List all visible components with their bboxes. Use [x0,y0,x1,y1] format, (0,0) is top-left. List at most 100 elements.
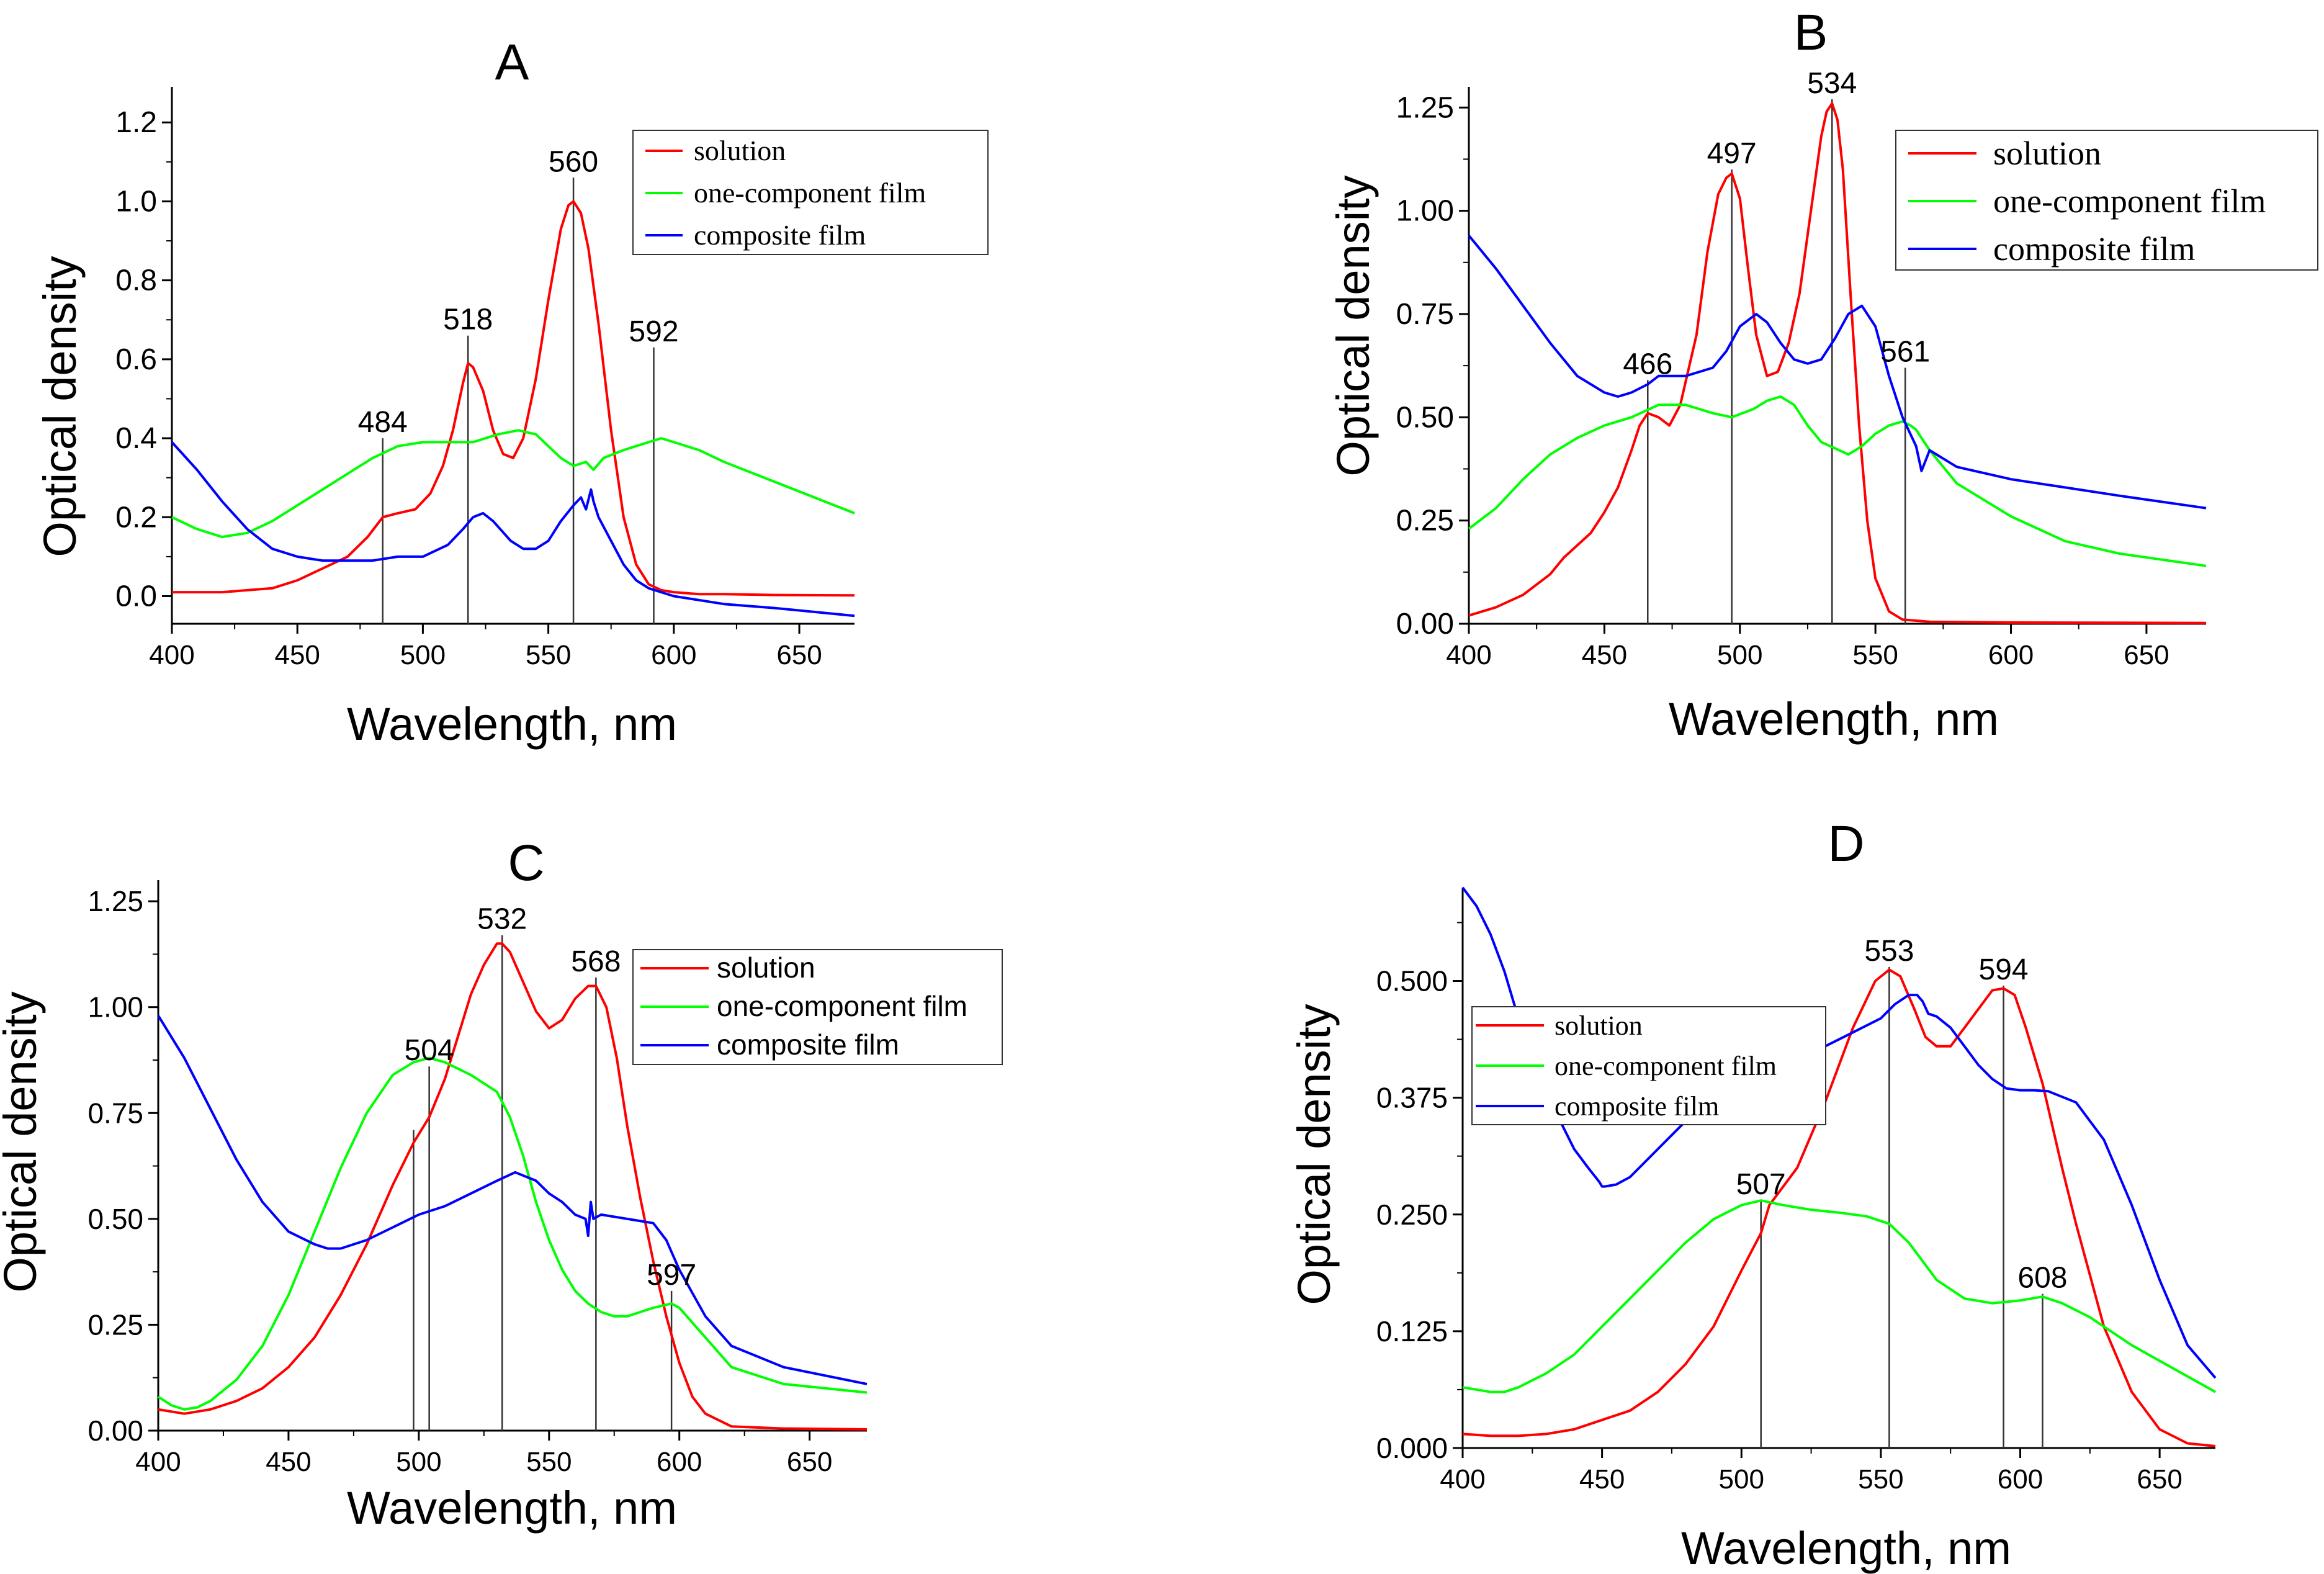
panel-d-y-axis-label: Optical density [1288,1004,1340,1305]
panel-c-y-tick-label: 1.25 [87,885,143,917]
panel-b-y-tick-label: 0.00 [1396,608,1454,641]
panel-b-y-axis-label: Optical density [1327,175,1379,476]
panel-c-x-tick-label: 550 [526,1447,572,1477]
panel-b-y-tick-label: 0.50 [1396,401,1454,434]
panel-a-peak-label-592: 592 [629,315,678,348]
panel-d-x-tick-label: 500 [1719,1464,1764,1495]
panel-d-peak-label-608: 608 [2017,1262,2067,1295]
panel-b-y-tick-label: 1.25 [1396,91,1454,124]
panel-c-x-tick-label: 400 [135,1447,181,1477]
panel-c-y-axis-label: Optical density [0,991,46,1292]
panel-a-x-tick-label: 600 [651,640,696,670]
panel-a-y-tick-label: 0.8 [115,264,157,297]
panel-c-x-axis-label: Wavelength, nm [347,1482,677,1534]
panel-d-peak-label-594: 594 [1979,953,2029,986]
panel-a-legend-label-composite-film: composite film [694,219,866,251]
panel-a-x-axis-label: Wavelength, nm [347,698,677,750]
panel-c-x-tick-label: 450 [266,1447,311,1477]
panel-d-x-tick-label: 550 [1858,1464,1903,1495]
panel-c-x-tick-label: 600 [657,1447,702,1477]
panel-c-y-tick-label: 0.25 [87,1308,143,1341]
panel-b-legend-label-one-component-film: one-component film [1993,182,2266,220]
panel-a-y-tick-label: 0.4 [115,422,157,455]
panel-d-x-tick-label: 650 [2137,1464,2182,1495]
panel-c-legend-label-one-component-film: one-component film [717,990,967,1022]
panel-d-x-tick-label: 450 [1579,1464,1625,1495]
panel-b-x-axis-label: Wavelength, nm [1669,693,1999,745]
panel-d-series-solution [1462,968,2216,1447]
panel-d-y-tick-label: 0.500 [1376,965,1448,997]
panel-c-legend-label-solution: solution [717,951,815,984]
panel-d-x-tick-label: 600 [1998,1464,2043,1495]
panel-c-x-tick-label: 650 [787,1447,832,1477]
panel-d-x-tick-label: 400 [1440,1464,1485,1495]
panel-d-series-composite-film [1461,886,2217,1379]
panel-c-series-one-component-film [157,1056,868,1411]
panel-a-x-tick-label: 550 [526,640,571,670]
panel-a-legend-box [632,130,989,255]
panel-b-peak-label-534: 534 [1807,67,1857,100]
panel-c-x-tick-label: 500 [396,1447,441,1477]
panel-a-series-solution [172,200,855,597]
panel-a-legend-label-solution: solution [694,135,786,166]
panel-a-series-one-component-film [171,429,855,539]
panel-c-series-composite-film [157,1015,868,1385]
panel-d-series-one-component-film [1462,1199,2216,1393]
panel-c-peak-label-597: 597 [647,1259,696,1292]
panel-c-plot: 400 450 500 550 600 650 0.00 0.25 0.50 0.75 1.00 1.… [87,880,868,1477]
panel-b-x-tick-label: 400 [1446,640,1491,670]
panel-b-series-solution [1468,102,2207,624]
panel-b-title: B [1794,4,1828,61]
panel-c-y-tick-label: 0.75 [87,1097,143,1129]
panel-a: A 400 450 500 550 600 650 0.0 0.2 0.4 0.6 0.8 1.0 1.… [34,34,989,750]
panel-d-y-tick-label: 0.125 [1376,1315,1448,1347]
panel-a-legend: solution one-component film composite fi… [632,130,989,255]
panel-c-legend-label-composite-film: composite film [717,1028,899,1061]
panel-d-legend-label-solution: solution [1555,1010,1643,1041]
panel-a-series-composite-film [171,441,855,618]
panel-a-plot: 400 450 500 550 600 650 0.0 0.2 0.4 0.6 0.8 1.0 1.2 4… [115,87,855,670]
panel-a-y-tick-label: 0.2 [115,501,157,534]
panel-b-y-tick-label: 0.25 [1396,505,1454,537]
panel-b-y-tick-label: 0.75 [1396,298,1454,331]
panel-a-x-tick-label: 400 [149,640,194,670]
panel-d-y-tick-label: 0.000 [1376,1432,1448,1464]
panel-a-y-tick-label: 1.0 [115,185,157,218]
panel-d-title: D [1828,816,1864,872]
panel-d-legend-label-one-component-film: one-component film [1555,1051,1777,1081]
panel-a-peak-label-560: 560 [549,145,598,178]
panel-c-y-tick-label: 1.00 [87,991,143,1023]
panel-a-title: A [495,34,529,91]
panel-d-y-tick-label: 0.375 [1376,1082,1448,1114]
panel-d-plot: 400 450 500 550 600 650 0.000 0.125 0.250 0.375 0.… [1376,886,2217,1495]
panel-c-peak-label-504: 504 [405,1034,454,1067]
panel-c-series-solution [158,942,868,1431]
panel-b-peak-label-466: 466 [1623,348,1672,380]
panel-d-y-tick-label: 0.250 [1376,1198,1448,1231]
panel-b-x-tick-label: 650 [2124,640,2169,670]
panel-a-y-tick-label: 0.6 [115,343,157,376]
panel-b-peak-label-561: 561 [1880,335,1930,368]
panel-d-x-axis-label: Wavelength, nm [1681,1522,2011,1574]
panel-a-y-axis-label: Optical density [34,256,86,557]
panel-d-peak-label-507: 507 [1736,1168,1786,1201]
panel-b-plot: 400 450 500 550 600 650 0.00 0.25 0.50 0.75 1.00 1.… [1396,67,2207,670]
panel-a-x-tick-label: 650 [776,640,822,670]
panel-c-peak-label-568: 568 [571,945,621,978]
panel-b-peak-label-497: 497 [1707,137,1757,170]
panel-c-peak-label-532: 532 [477,903,527,936]
panel-c-y-tick-label: 0.00 [87,1414,143,1447]
panel-c-title: C [508,835,544,891]
panel-b-series-composite-film [1468,235,2207,510]
panel-a-x-tick-label: 500 [400,640,446,670]
panel-a-legend-label-one-component-film: one-component film [694,177,926,209]
panel-c-legend: solution one-component film composite fi… [632,949,1003,1065]
panel-b-x-tick-label: 500 [1717,640,1762,670]
panel-b-legend-label-composite-film: composite film [1993,230,2195,268]
panel-b-x-tick-label: 450 [1582,640,1627,670]
panel-b-legend: solution one-component film composite fi… [1895,130,2318,271]
panel-d-peak-label-553: 553 [1864,935,1914,968]
panel-b-legend-label-solution: solution [1993,135,2101,172]
panel-b: B 400 450 500 550 600 650 0.00 0.25 0.50 0.75 1.00… [1327,4,2318,745]
panel-c: C 400 450 500 550 600 650 0.00 0.25 0.50 0.75 1.00… [0,835,1003,1534]
